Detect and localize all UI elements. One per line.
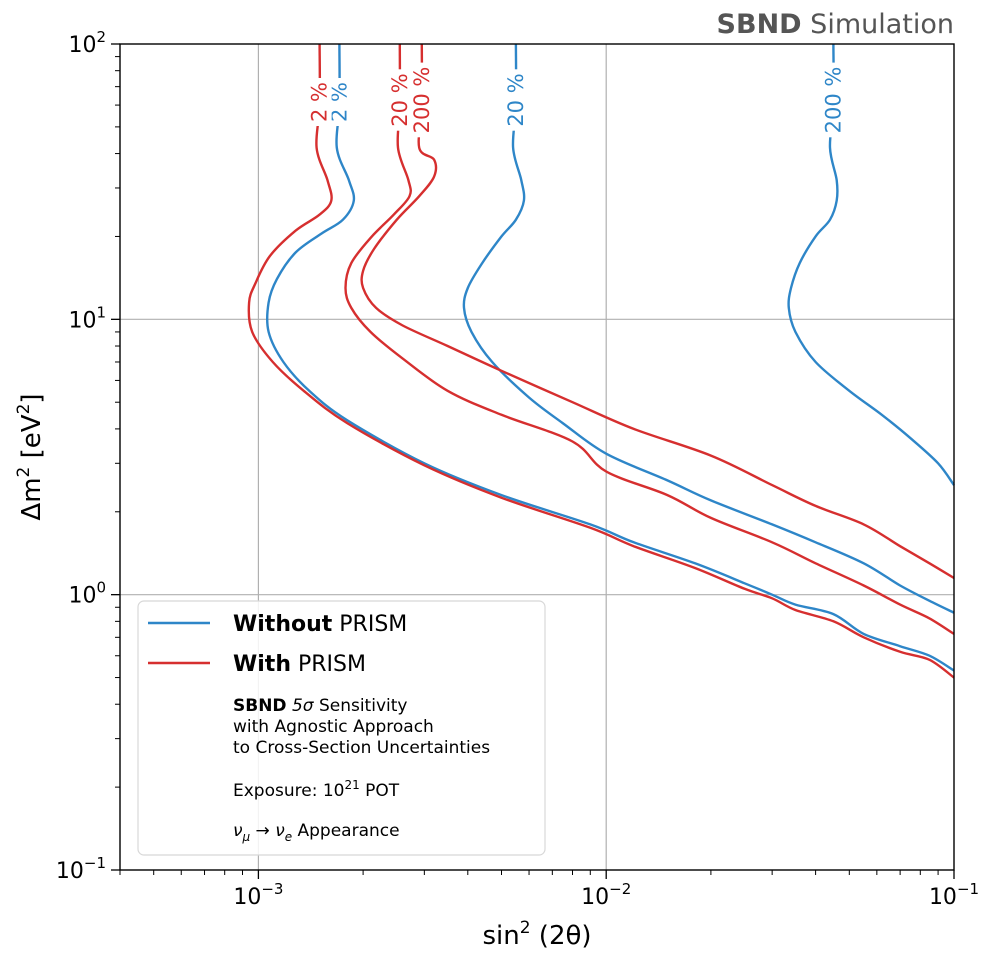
contour-label-bg-with-prism-20 [387,69,412,131]
y-label-rest: [eV [17,414,47,466]
exposure-sup: 21 [344,778,359,792]
curve-without-prism-200 [787,43,955,486]
y-label-end: ] [17,393,47,403]
legend-note-sigma: 5σ [287,696,315,716]
legend-without-rest: PRISM [332,612,407,637]
legend-note-line1: SBND 5σ Sensitivity [233,696,407,716]
x-label-main: sin [482,921,519,951]
y-label-sup2: 2 [14,404,34,415]
y-tick-label-2: 101 [68,303,106,333]
x-tick-label-1: 10−2 [581,880,631,910]
appearance-nu1: ν [233,821,243,841]
title-experiment: SBND [717,9,802,40]
contour-curves [247,43,955,679]
x-label-sup: 2 [520,918,531,938]
contour-label-with-prism-2: 2 % [308,82,332,122]
appearance-arrow: → ν [250,821,285,841]
x-label-rest: (2θ) [531,921,592,951]
y-tick-label-0: 10−1 [56,854,106,884]
curve-without-prism-20 [462,43,955,614]
title-simulation: Simulation [802,9,954,40]
contour-label-without-prism-200: 200 % [821,67,845,134]
x-tick-label-2: 10−1 [929,880,979,910]
legend-with-bold: With [233,652,291,677]
contour-label-bg-with-prism-200 [409,62,434,138]
contour-label-with-prism-20: 20 % [388,73,412,126]
y-tick-label-3: 102 [68,28,106,58]
legend-with-rest: PRISM [291,652,366,677]
x-axis-label: sin2 (2θ) [482,918,591,951]
y-axis-label: Δm2 [eV2] [14,393,47,520]
chart-title: SBND Simulation [717,9,954,40]
legend-exposure: Exposure: 1021 POT [233,778,400,801]
contour-label-bg-with-prism-2 [307,78,332,126]
legend-appearance: νμ → νe Appearance [233,821,400,844]
plot-frame [119,43,955,871]
contour-label-bg-without-prism-20 [503,69,528,131]
legend: Without PRISM With PRISM SBND 5σ Sensiti… [137,600,546,856]
axis-ticks: 10−3 10−2 10−1 10−1 100 101 102 [56,28,979,910]
appearance-sub-e: e [285,830,292,844]
x-tick-label-0: 10−3 [233,880,283,910]
curve-without-prism-2 [265,43,955,672]
appearance-suffix: Appearance [292,821,399,841]
legend-note-line2: with Agnostic Approach [233,717,434,737]
legend-entry-without: Without PRISM [233,612,407,637]
contour-label-with-prism-200: 200 % [410,67,434,134]
exposure-suffix: POT [360,781,400,801]
contour-label-bg-without-prism-200 [821,62,846,138]
legend-note-sensitivity: Sensitivity [314,696,408,716]
legend-box [137,600,546,856]
legend-note-sbnd: SBND [233,696,287,716]
curve-with-prism-20 [344,43,955,635]
contour-labels: 2 % 20 % 200 %2 % 20 %200 % [307,62,846,138]
y-label-main: Δm [17,477,47,520]
appearance-sub-mu: μ [242,830,251,844]
curve-with-prism-200 [360,43,955,580]
legend-entry-with: With PRISM [233,652,366,677]
exposure-prefix: Exposure: 10 [233,781,344,801]
curve-with-prism-2 [247,43,955,679]
legend-without-bold: Without [233,612,333,637]
y-label-sup: 2 [14,467,34,478]
y-tick-label-1: 100 [68,579,106,609]
legend-note-line3: to Cross-Section Uncertainties [233,738,490,758]
contour-label-without-prism-20: 20 % [504,73,528,126]
